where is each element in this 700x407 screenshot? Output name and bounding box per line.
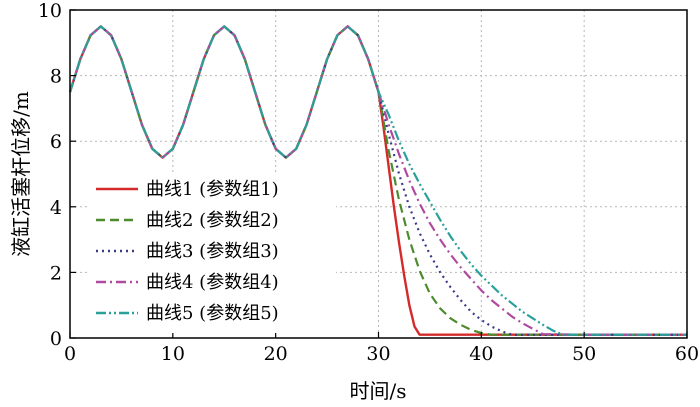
- series-lines: [68, 25, 687, 336]
- x-tick-label: 0: [64, 343, 76, 365]
- y-tick-label: 4: [50, 197, 62, 219]
- x-tick-label: 40: [469, 343, 493, 365]
- series-line-5: [68, 25, 687, 336]
- y-axis-label: 液缸活塞杆位移/m: [9, 91, 33, 257]
- y-tick-label: 8: [50, 66, 62, 88]
- y-tick-label: 10: [38, 0, 62, 22]
- x-tick-label: 20: [264, 343, 288, 365]
- legend-label-5: 曲线5 (参数组5): [146, 303, 279, 324]
- y-tick-label: 6: [50, 131, 62, 153]
- legend-label-4: 曲线4 (参数组4): [146, 272, 279, 293]
- x-tick-label: 60: [675, 343, 699, 365]
- legend-label-2: 曲线2 (参数组2): [146, 210, 279, 231]
- legend: 曲线1 (参数组1) 曲线2 (参数组2) 曲线3 (参数组3) 曲线4 (参数组4)…: [88, 173, 336, 333]
- x-axis-label: 时间/s: [349, 379, 406, 403]
- y-tick-label: 2: [50, 262, 62, 284]
- legend-label-3: 曲线3 (参数组3): [146, 241, 279, 262]
- legend-box: [88, 173, 336, 333]
- legend-label-1: 曲线1 (参数组1): [146, 179, 279, 200]
- x-tick-label: 50: [572, 343, 596, 365]
- axis-ticks: 0 10 20 30 40 50 60 0 2 4 6 8 10: [38, 0, 699, 365]
- y-tick-label: 0: [50, 328, 62, 350]
- x-tick-label: 30: [366, 343, 390, 365]
- x-tick-label: 10: [161, 343, 185, 365]
